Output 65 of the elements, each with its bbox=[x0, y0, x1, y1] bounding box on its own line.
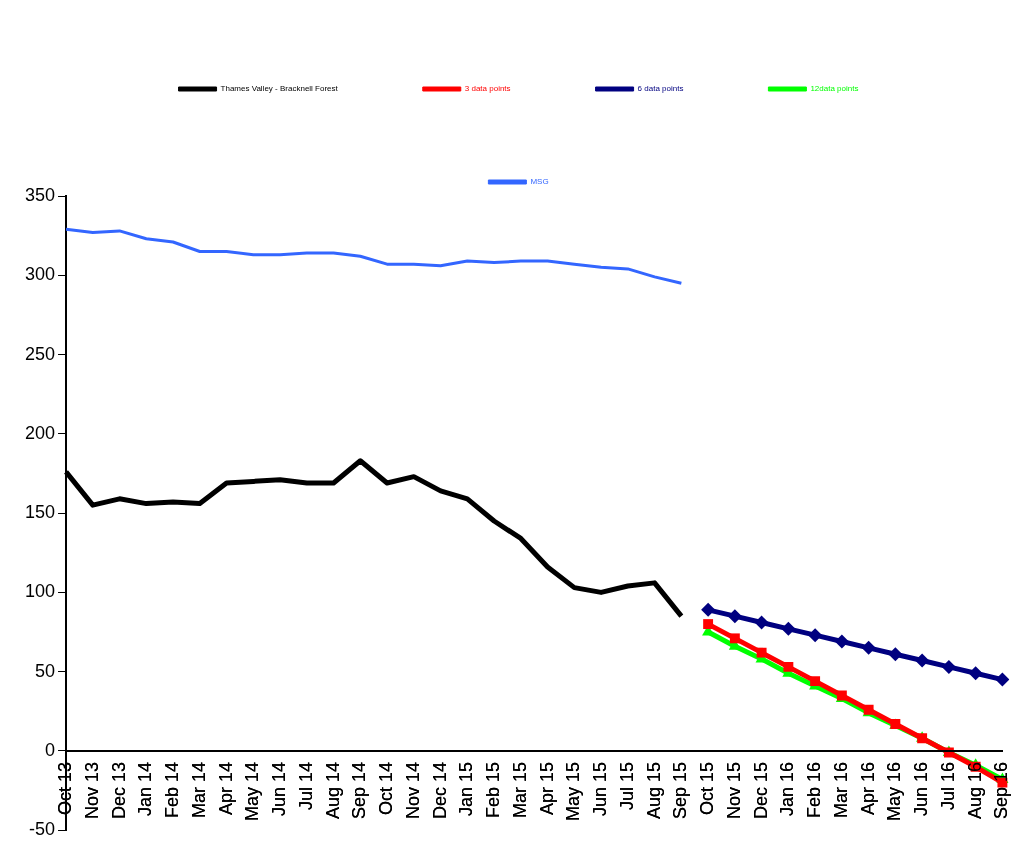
x-tick-label: Nov 13 bbox=[81, 761, 102, 819]
x-tick-label: Jan 15 bbox=[456, 761, 477, 816]
x-tick-label: Apr 14 bbox=[215, 761, 236, 815]
x-tick-label: Jul 16 bbox=[937, 761, 958, 810]
x-tick-label: Nov 15 bbox=[723, 761, 744, 819]
point bbox=[941, 659, 956, 674]
x-tick-label: Jan 16 bbox=[777, 761, 798, 816]
x-tick-label: Jun 15 bbox=[590, 761, 611, 816]
x-tick-label: Mar 14 bbox=[188, 761, 209, 818]
point bbox=[783, 661, 794, 672]
x-tick-label: May 15 bbox=[563, 761, 584, 821]
legend-label: 12data points bbox=[810, 84, 859, 94]
point bbox=[995, 672, 1010, 687]
y-tick-label: 50 bbox=[35, 660, 56, 681]
x-tick-label: May 14 bbox=[242, 761, 263, 821]
y-tick-label: 150 bbox=[24, 502, 56, 523]
point bbox=[754, 615, 769, 630]
x-tick-label: Dec 13 bbox=[108, 761, 129, 819]
y-tick-label: 300 bbox=[24, 264, 56, 285]
point bbox=[888, 647, 903, 662]
point bbox=[808, 628, 823, 643]
x-tick-label: Oct 14 bbox=[376, 761, 397, 815]
x-tick-label: Sep 15 bbox=[670, 761, 691, 819]
x-tick-label: May 16 bbox=[884, 761, 905, 821]
point bbox=[915, 653, 930, 668]
point bbox=[729, 633, 740, 644]
x-tick-label: Nov 14 bbox=[402, 761, 423, 819]
x-tick-label: Feb 14 bbox=[162, 761, 183, 818]
x-tick-label: Dec 14 bbox=[429, 761, 450, 819]
y-tick-label: 350 bbox=[24, 184, 56, 205]
x-tick-label: Jan 14 bbox=[135, 761, 156, 816]
x-tick-label: Apr 15 bbox=[536, 761, 557, 815]
legend-label: Thames Valley - Bracknell Forest bbox=[220, 84, 339, 94]
y-tick-label: -50 bbox=[29, 819, 56, 840]
y-tick-label: 250 bbox=[24, 343, 56, 364]
point bbox=[968, 666, 983, 681]
x-tick-label: Mar 16 bbox=[830, 761, 851, 818]
legend-label: MSG bbox=[530, 177, 549, 187]
point bbox=[727, 609, 742, 624]
x-tick-label: Oct 15 bbox=[697, 761, 718, 815]
point bbox=[781, 621, 796, 636]
x-tick-label: Jun 14 bbox=[269, 761, 290, 816]
y-tick-label: 100 bbox=[24, 581, 56, 602]
point bbox=[701, 602, 716, 617]
y-tick-label: 200 bbox=[24, 422, 56, 443]
legend-label: 3 data points bbox=[464, 84, 511, 94]
x-tick-label: Jul 14 bbox=[295, 761, 316, 810]
x-tick-label: Feb 15 bbox=[483, 761, 504, 818]
x-tick-label: Aug 14 bbox=[322, 761, 343, 819]
x-tick-label: Aug 15 bbox=[643, 761, 664, 819]
legend-label: 6 data points bbox=[637, 84, 684, 94]
point bbox=[834, 634, 849, 649]
x-tick-label: Aug 16 bbox=[964, 761, 985, 819]
x-tick-label: Dec 15 bbox=[750, 761, 771, 819]
point bbox=[861, 640, 876, 655]
x-tick-label: Feb 16 bbox=[804, 761, 825, 818]
y-tick-label: 0 bbox=[45, 739, 56, 760]
point bbox=[756, 647, 767, 658]
x-tick-label: Apr 16 bbox=[857, 761, 878, 815]
x-tick-label: Sep 14 bbox=[349, 761, 370, 819]
point bbox=[703, 619, 714, 630]
x-tick-label: Jun 16 bbox=[911, 761, 932, 816]
x-tick-label: Mar 15 bbox=[509, 761, 530, 818]
x-tick-label: Sep 16 bbox=[991, 761, 1012, 819]
x-tick-label: Jul 15 bbox=[616, 761, 637, 810]
